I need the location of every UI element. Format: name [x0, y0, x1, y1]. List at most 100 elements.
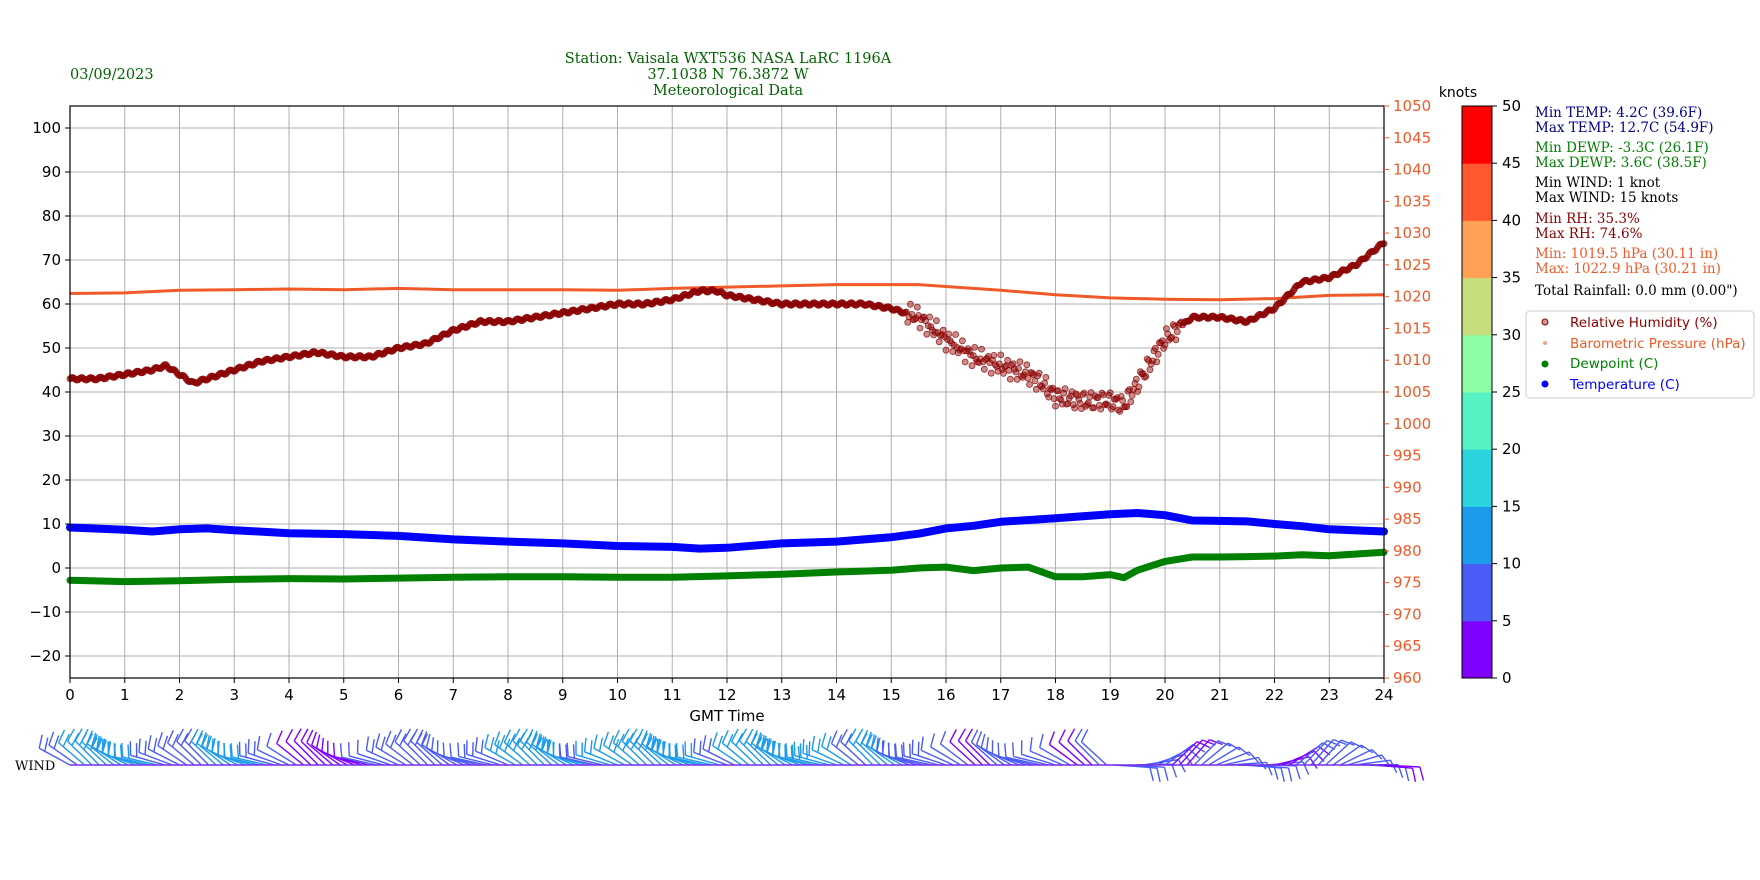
wind-barb-feather — [707, 738, 712, 753]
rh-point — [922, 317, 929, 325]
rh-point — [1095, 401, 1103, 409]
wind-barb-feather — [558, 743, 562, 758]
wind-barb-feather — [86, 730, 94, 744]
series-dewpoint — [66, 548, 1388, 586]
wind-barb-feather — [484, 733, 489, 748]
wind-barb-feather — [38, 734, 43, 749]
colorbar-segment — [1462, 277, 1492, 336]
wind-barb-feather — [223, 742, 226, 758]
wind-barb-feather — [535, 733, 541, 748]
wind-barb-staff — [1067, 740, 1093, 766]
right-tick-label: 985 — [1393, 510, 1422, 528]
wind-barb-feather — [1371, 749, 1383, 760]
wind-barb-feather — [755, 732, 762, 746]
series-temperature — [66, 509, 1388, 553]
wind-barb-feather — [1238, 746, 1251, 757]
wind-barb-staff — [980, 746, 1013, 766]
colorbar-tick-label: 25 — [1502, 383, 1521, 401]
wind-barb-feather — [1149, 767, 1154, 781]
wind-barb-feather — [512, 728, 521, 742]
right-tick-label: 980 — [1393, 542, 1422, 560]
grid-lines — [69, 106, 1385, 678]
stat-max-rh: Max RH: 74.6% — [1535, 226, 1643, 242]
wind-barb-feather — [157, 732, 163, 746]
wind-barb-feather — [380, 736, 386, 751]
wind-barb-feather — [848, 728, 857, 742]
wind-barb-staff — [1171, 741, 1198, 766]
wind-barb-feather — [480, 739, 484, 754]
wind-barb-feather — [147, 735, 152, 750]
wind-barb-feather — [416, 729, 424, 743]
wind-barb-feather — [738, 728, 748, 742]
wind-barb-feather — [371, 739, 375, 754]
wind-barb-feather — [1327, 739, 1341, 747]
wind-barb-feather — [656, 739, 659, 754]
x-tick-label: 4 — [284, 686, 294, 704]
wind-barb-feather — [205, 735, 210, 750]
wind-barb-feather — [612, 729, 620, 743]
wind-barb-feather — [887, 742, 890, 757]
wind-barb-feather — [565, 744, 568, 759]
wind-barb-staff — [1013, 755, 1049, 766]
wind-barb-feather — [750, 730, 759, 744]
rh-point — [997, 351, 1005, 359]
wind-barb-feather — [797, 745, 801, 761]
rh-point — [968, 362, 976, 370]
right-tick-label: 1010 — [1393, 351, 1431, 369]
x-tick-label: 12 — [717, 686, 736, 704]
rh-point — [1132, 375, 1140, 383]
wind-barb-feather — [315, 734, 321, 749]
wind-barb-staff — [421, 743, 451, 766]
rh-point — [1061, 385, 1069, 393]
wind-barb-feather — [900, 744, 904, 759]
rh-point — [959, 337, 966, 345]
stat-min-pressure: Min: 1019.5 hPa (30.11 in) — [1535, 246, 1718, 262]
wind-barb-feather — [802, 739, 805, 754]
wind-barb-feather — [229, 744, 232, 759]
wind-barb-feather — [668, 743, 671, 758]
wind-barb-feather — [650, 735, 655, 750]
rh-point — [1035, 369, 1043, 377]
wind-row-label: WIND — [15, 759, 55, 774]
rh-point — [1116, 407, 1124, 415]
wind-barb-feather — [71, 732, 80, 746]
rh-point — [1097, 405, 1105, 413]
wind-barb-feather — [1287, 767, 1293, 782]
wind-barb-staff — [1179, 739, 1203, 766]
stat-max-wind: Max WIND: 15 knots — [1535, 190, 1678, 206]
wind-barb-feather — [201, 732, 207, 746]
rh-point — [987, 369, 995, 377]
wind-barb-staff — [940, 743, 969, 766]
wind-barb-feather — [96, 735, 100, 750]
wind-barb-feather — [598, 737, 604, 752]
wind-barb-staff — [930, 746, 961, 766]
wind-barb-staff — [920, 749, 954, 766]
colorbar-segment — [1462, 334, 1492, 393]
station-title: Station: Vaisala WXT536 NASA LaRC 1196A — [565, 51, 892, 67]
wind-barb-feather — [835, 734, 843, 748]
left-tick-label: 70 — [42, 251, 61, 269]
wind-barb-feather — [503, 729, 512, 743]
rh-point — [1080, 389, 1088, 397]
wind-barb-feather — [674, 744, 678, 759]
wind-barb-feather — [144, 740, 147, 755]
colorbar-tick-label: 15 — [1502, 497, 1521, 515]
rh-point — [971, 343, 979, 351]
wind-barb-feather — [1048, 731, 1056, 745]
wind-barb-feather — [1177, 759, 1186, 773]
wind-barb-feather — [285, 728, 294, 742]
left-tick-label: −10 — [29, 603, 61, 621]
left-tick-label: 50 — [42, 339, 61, 357]
x-tick-label: 7 — [448, 686, 458, 704]
rh-point — [1071, 404, 1079, 412]
wind-barb-feather — [399, 733, 407, 747]
wind-barb-feather — [589, 740, 593, 755]
rh-point — [933, 317, 940, 325]
chart-subtitle: Meteorological Data — [653, 83, 804, 99]
rh-point — [1154, 350, 1162, 358]
rh-point — [942, 346, 950, 354]
stat-max-temp: Max TEMP: 12.7C (54.9F) — [1535, 120, 1714, 136]
wind-barb-feather — [1156, 768, 1161, 783]
wind-barb-feather — [629, 728, 638, 742]
wind-barb-staff — [1005, 756, 1042, 766]
